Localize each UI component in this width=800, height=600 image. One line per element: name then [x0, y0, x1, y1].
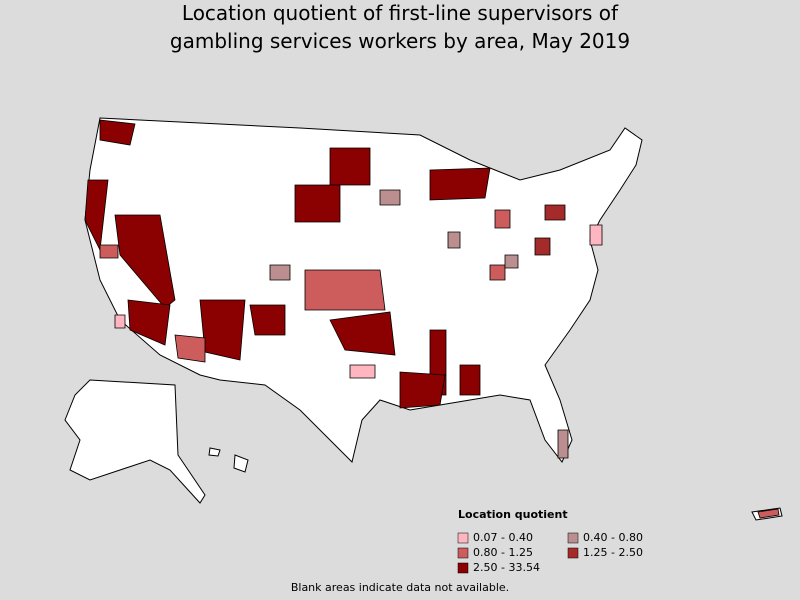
legend-label: 1.25 - 2.50	[583, 546, 643, 559]
region	[249, 304, 286, 336]
region	[399, 371, 446, 409]
legend: Location quotient 0.07 - 0.40 0.40 - 0.80…	[457, 508, 643, 574]
region	[99, 119, 136, 146]
region	[379, 189, 401, 206]
hawaii	[233, 454, 249, 473]
region	[557, 429, 569, 459]
region	[534, 237, 551, 256]
region	[494, 209, 511, 229]
legend-swatch	[457, 532, 469, 544]
region	[459, 364, 481, 396]
title-line: Location quotient of first-line supervis…	[182, 1, 619, 25]
legend-title: Location quotient	[458, 508, 568, 521]
title-line: gambling services workers by area, May 2…	[170, 29, 630, 53]
hawaii	[208, 447, 221, 457]
region	[429, 167, 491, 201]
legend-swatch	[457, 547, 469, 559]
region	[114, 214, 176, 309]
footnote: Blank areas indicate data not available.	[291, 581, 509, 594]
region	[127, 299, 171, 346]
legend-swatch	[567, 532, 579, 544]
region	[304, 269, 386, 311]
alaska	[64, 379, 206, 504]
region	[329, 311, 396, 356]
legend-label: 0.40 - 0.80	[583, 531, 643, 544]
region	[544, 204, 566, 221]
region	[504, 254, 519, 269]
legend-label: 0.80 - 1.25	[473, 546, 533, 559]
legend-swatch	[457, 562, 469, 574]
legend-swatch	[567, 547, 579, 559]
legend-label: 2.50 - 33.54	[473, 561, 540, 574]
region	[349, 364, 376, 379]
region	[489, 264, 506, 281]
map	[64, 117, 783, 521]
region	[294, 184, 341, 223]
region	[174, 334, 206, 363]
region	[447, 231, 461, 249]
region	[99, 244, 119, 259]
region	[269, 264, 291, 281]
region	[757, 508, 780, 519]
region	[329, 147, 371, 186]
region	[199, 299, 246, 361]
region	[114, 314, 126, 329]
region	[589, 224, 603, 246]
legend-label: 0.07 - 0.40	[473, 531, 533, 544]
